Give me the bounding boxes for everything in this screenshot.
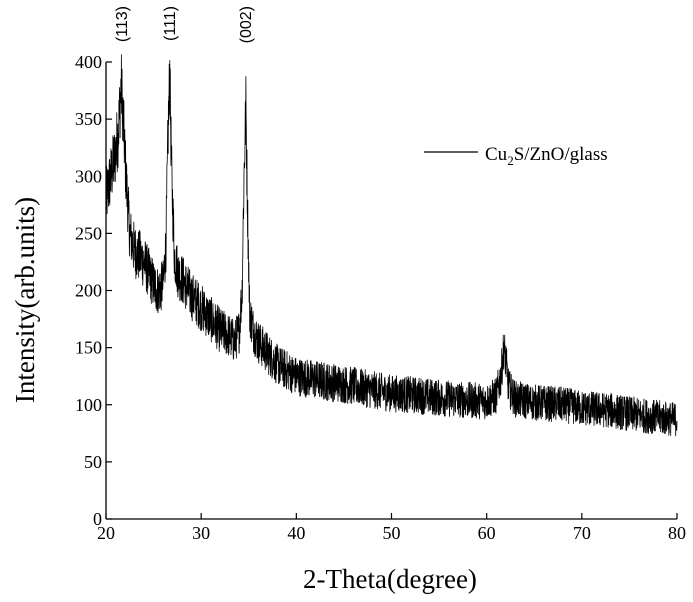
x-tick-label: 80 [668,523,686,543]
y-tick-label: 50 [84,452,102,472]
y-tick-label: 150 [75,338,102,358]
x-axis-title: 2-Theta(degree) [303,564,477,594]
x-tick-label: 70 [573,523,591,543]
axes: 20 30 40 50 60 70 80 0 50 100 150 200 250 300 350 400 [75,52,686,543]
y-tick-label: 300 [75,166,102,186]
legend-label-main: Cu [485,144,508,165]
x-tick-label: 20 [97,523,115,543]
x-tick-label: 60 [478,523,496,543]
y-tick-label: 250 [75,223,102,243]
y-tick-label: 0 [93,509,102,529]
y-tick-label: 200 [75,281,102,301]
x-tick-label: 30 [192,523,210,543]
y-tick-label: 350 [75,109,102,129]
legend-label-subscript: 2 [507,153,514,168]
legend-label-rest: S/ZnO/glass [514,144,608,165]
peak-label: (113) [114,6,131,42]
peak-label: (111) [162,6,179,41]
series-line-cu2s-zno-glass [105,54,678,437]
y-tick-label: 100 [75,395,102,415]
legend-label: Cu2S/ZnO/glass [485,144,608,168]
peak-label: (002) [238,6,255,43]
y-tick-label: 400 [75,52,102,72]
x-tick-label: 40 [287,523,305,543]
plot-area [105,54,678,437]
peak-annotations: (113) (111) (002) [114,6,255,43]
x-tick-label: 50 [383,523,401,543]
y-axis-title: Intensity(arb.units) [10,197,40,403]
legend: Cu2S/ZnO/glass [424,144,608,168]
